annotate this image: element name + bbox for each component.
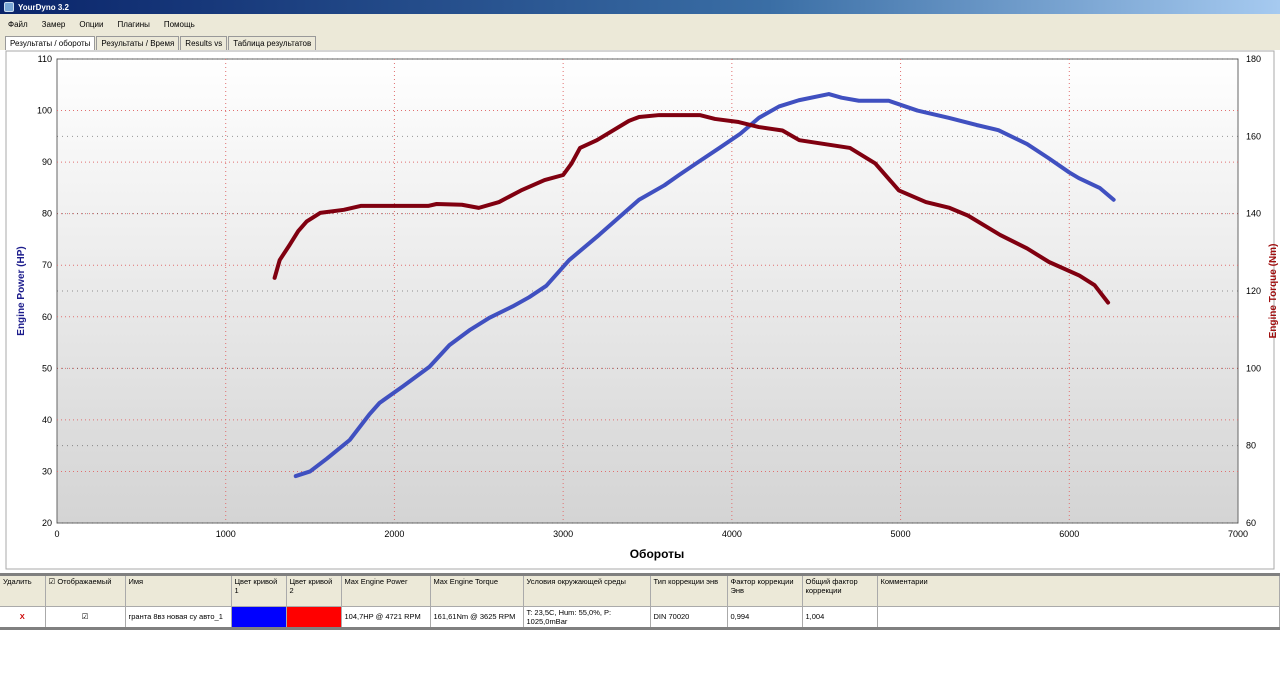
corr-factor: 0,994 [727,605,803,627]
menu-measure[interactable]: Замер [41,19,66,29]
results-table: Удалить ☑ Отображаемый Имя Цвет кривой 1… [0,573,1280,630]
col-total-factor: Общий фактор коррекции [802,576,878,606]
menu-options[interactable]: Опции [79,19,104,29]
y-tick-label: 110 [38,54,52,64]
tab-results-rpm[interactable]: Результаты / обороты [5,36,96,50]
conditions: T: 23,5C, Hum: 55,0%, P: 1025,0mBar [523,605,651,627]
x-tick-label: 3000 [553,529,573,539]
col-name: Имя [125,576,232,606]
tab-results-time[interactable]: Результаты / Время [96,36,180,50]
y-tick-label: 60 [42,312,52,322]
run-name: гранта 8вз новая су авто_1 [125,605,232,627]
y2-tick-label: 140 [1246,209,1261,219]
col-delete: Удалить [0,576,46,606]
y-tick-label: 40 [42,415,52,425]
power-curve [293,92,1116,479]
y2-tick-label: 160 [1246,131,1261,141]
col-conditions: Условия окружающей среды [523,576,651,606]
col-visible[interactable]: ☑ Отображаемый [45,576,126,606]
y2-tick-label: 180 [1246,54,1261,64]
col-color1: Цвет кривой 1 [231,576,287,606]
comment [877,605,1280,627]
y2-axis-label: Engine Torque (Nm) [1268,244,1279,339]
dyno-chart: 0 1000 2000 3000 4000 5000 6000 7000 20 30 40 50 60 7… [5,50,1279,570]
x-tick-label: 2000 [384,529,404,539]
x-axis-label: Обороты [630,547,685,561]
window-title: YourDyno 3.2 [18,2,69,12]
y2-tick-label: 80 [1246,441,1256,451]
app-icon [4,2,14,12]
color1-swatch[interactable] [231,605,287,627]
tab-bar: Результаты / обороты Результаты / Время … [0,34,1280,50]
corr-type: DIN 70020 [650,605,728,627]
x-tick-label: 6000 [1059,529,1079,539]
table-row: X ☑ гранта 8вз новая су авто_1 104,7HP @… [0,605,1280,627]
y-tick-label: 90 [42,157,52,167]
delete-button[interactable]: X [0,605,46,627]
y-tick-label: 80 [42,209,52,219]
table-header: Удалить ☑ Отображаемый Имя Цвет кривой 1… [0,576,1280,606]
color2-swatch[interactable] [286,605,342,627]
col-corr-factor: Фактор коррекции Энв [727,576,803,606]
y-axis-label: Engine Power (HP) [16,246,27,335]
x-tick-label: 0 [54,529,59,539]
y-tick-label: 50 [42,363,52,373]
menu-help[interactable]: Помощь [163,19,195,29]
max-torque: 161,61Nm @ 3625 RPM [430,605,524,627]
y-tick-label: 100 [37,106,52,116]
menu-file[interactable]: Файл [8,19,28,29]
total-factor: 1,004 [802,605,878,627]
col-power: Max Engine Power [341,576,431,606]
col-corr-type: Тип коррекции энв [650,576,728,606]
y2-tick-label: 120 [1246,286,1261,296]
col-torque: Max Engine Torque [430,576,524,606]
tab-results-table[interactable]: Таблица результатов [228,36,317,50]
title-bar: YourDyno 3.2 [0,0,1280,14]
y2-tick-label: 60 [1246,518,1256,528]
menu-bar: Файл Замер Опции Плагины Помощь [0,14,1280,34]
y-tick-label: 20 [42,518,52,528]
torque-curve [272,113,1111,305]
x-tick-label: 7000 [1228,529,1248,539]
x-tick-label: 1000 [216,529,236,539]
visible-checkbox[interactable]: ☑ [45,605,126,627]
max-power: 104,7HP @ 4721 RPM [341,605,431,627]
col-comment: Комментарии [877,576,1280,606]
y-tick-label: 30 [42,466,52,476]
col-color2: Цвет кривой 2 [286,576,342,606]
tab-results-vs[interactable]: Results vs [180,36,228,50]
x-tick-label: 5000 [891,529,911,539]
menu-plugins[interactable]: Плагины [117,19,150,29]
x-tick-label: 4000 [722,529,742,539]
y-tick-label: 70 [42,260,52,270]
y2-tick-label: 100 [1246,363,1261,373]
